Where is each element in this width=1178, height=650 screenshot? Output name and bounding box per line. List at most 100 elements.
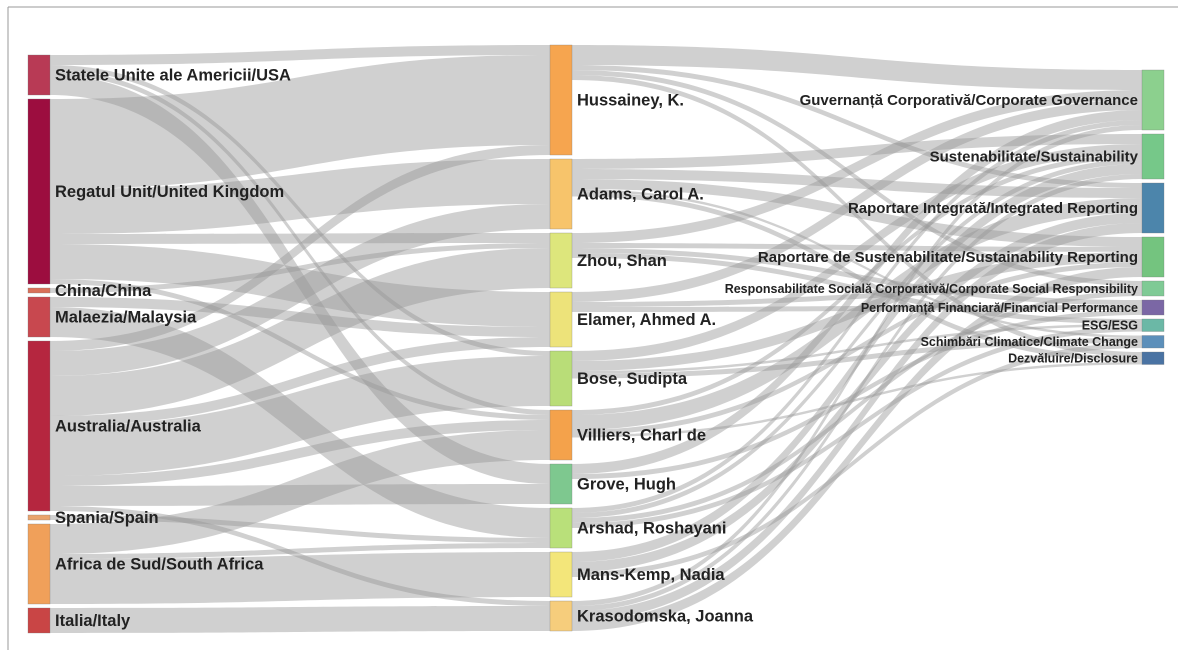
node: [549, 463, 573, 505]
node: [549, 409, 573, 461]
link: [572, 144, 1142, 361]
link: [50, 484, 550, 506]
node-label: Grove, Hugh: [577, 475, 676, 493]
node-label: Zhou, Shan: [577, 252, 667, 270]
nodes: [27, 44, 1165, 634]
node-label: Sustenabilitate/Sustainability: [930, 148, 1139, 165]
link: [572, 305, 1142, 312]
link: [572, 169, 1142, 198]
node-label: Elamer, Ahmed A.: [577, 311, 716, 329]
link: [572, 291, 1142, 523]
node: [549, 232, 573, 289]
link: [50, 70, 550, 415]
node-label: Australia/Australia: [55, 417, 202, 435]
node: [27, 296, 51, 338]
link: [50, 606, 550, 633]
node: [1141, 335, 1165, 349]
node: [27, 514, 51, 521]
link: [572, 362, 1142, 438]
node-label: Statele Unite ale Americii/USA: [55, 66, 291, 84]
node-label: Dezvăluire/Disclosure: [1008, 352, 1138, 366]
link: [50, 279, 550, 420]
link: [572, 198, 1142, 430]
node: [549, 600, 573, 632]
link: [572, 286, 1142, 307]
node: [549, 551, 573, 598]
link: [572, 100, 1142, 302]
link: [572, 243, 1142, 252]
link: [50, 297, 550, 337]
link: [572, 65, 1142, 188]
link: [50, 552, 550, 604]
node: [27, 523, 51, 605]
link: [572, 267, 1142, 631]
link: [572, 164, 1142, 562]
node-label: ESG/ESG: [1082, 319, 1138, 333]
link: [50, 204, 550, 376]
link: [572, 191, 1142, 362]
link: [50, 55, 550, 189]
node-label: Italia/Italy: [55, 612, 131, 630]
link: [50, 233, 550, 244]
node: [549, 158, 573, 230]
link: [50, 515, 550, 543]
node: [27, 340, 51, 512]
link: [50, 506, 550, 606]
node-label: Regatul Unit/United Kingdom: [55, 183, 284, 201]
link: [572, 110, 1142, 474]
link: [572, 134, 1142, 169]
node: [549, 44, 573, 156]
node-label: Guvernanță Corporativă/Corporate Governa…: [800, 92, 1138, 109]
link: [572, 252, 1142, 371]
link: [572, 326, 1142, 528]
node: [27, 287, 51, 294]
link: [572, 90, 1142, 243]
link: [50, 244, 550, 327]
link: [50, 65, 550, 356]
link: [572, 338, 1142, 379]
link: [50, 75, 550, 484]
link: [572, 310, 1142, 479]
node: [1141, 351, 1165, 365]
link: [572, 154, 1142, 415]
node: [1141, 133, 1165, 180]
node: [1141, 182, 1165, 234]
node-label: Schimbări Climatice/Climate Change: [921, 335, 1138, 349]
link: [572, 45, 1142, 90]
node: [1141, 280, 1165, 297]
link: [50, 243, 550, 293]
node-label: Raportare de Sustenabilitate/Sustainabil…: [758, 249, 1138, 266]
node: [1141, 299, 1165, 316]
link: [572, 324, 1142, 374]
node-label: Responsabilitate Socială Corporativă/Cor…: [725, 282, 1138, 296]
link: [572, 213, 1142, 572]
link: [50, 420, 550, 486]
link: [572, 223, 1142, 621]
link: [50, 248, 550, 416]
node: [27, 607, 51, 634]
link: [572, 189, 1142, 338]
node-label: Villiers, Charl de: [577, 426, 706, 444]
link: [572, 179, 1142, 247]
node-label: China/China: [55, 282, 152, 300]
link: [50, 145, 550, 351]
link: [572, 174, 1142, 611]
node: [27, 54, 51, 96]
link: [50, 356, 550, 476]
link: [572, 262, 1142, 435]
link: [572, 253, 1142, 324]
node-label: Mans-Kemp, Nadia: [577, 566, 725, 584]
link: [572, 125, 1142, 606]
link: [50, 543, 550, 559]
node-label: Spania/Spain: [55, 509, 159, 527]
link: [572, 248, 1142, 305]
labels: Statele Unite ale Americii/USA Regatul Un…: [55, 66, 1139, 630]
link: [50, 45, 550, 65]
node-label: Raportare Integrată/Integrated Reporting: [848, 200, 1138, 217]
node-label: Performanță Financiară/Financial Perform…: [861, 301, 1138, 315]
link: [572, 159, 1142, 518]
node: [549, 350, 573, 407]
node-label: Krasodomska, Joanna: [577, 607, 754, 625]
node-label: Bose, Sudipta: [577, 370, 688, 388]
